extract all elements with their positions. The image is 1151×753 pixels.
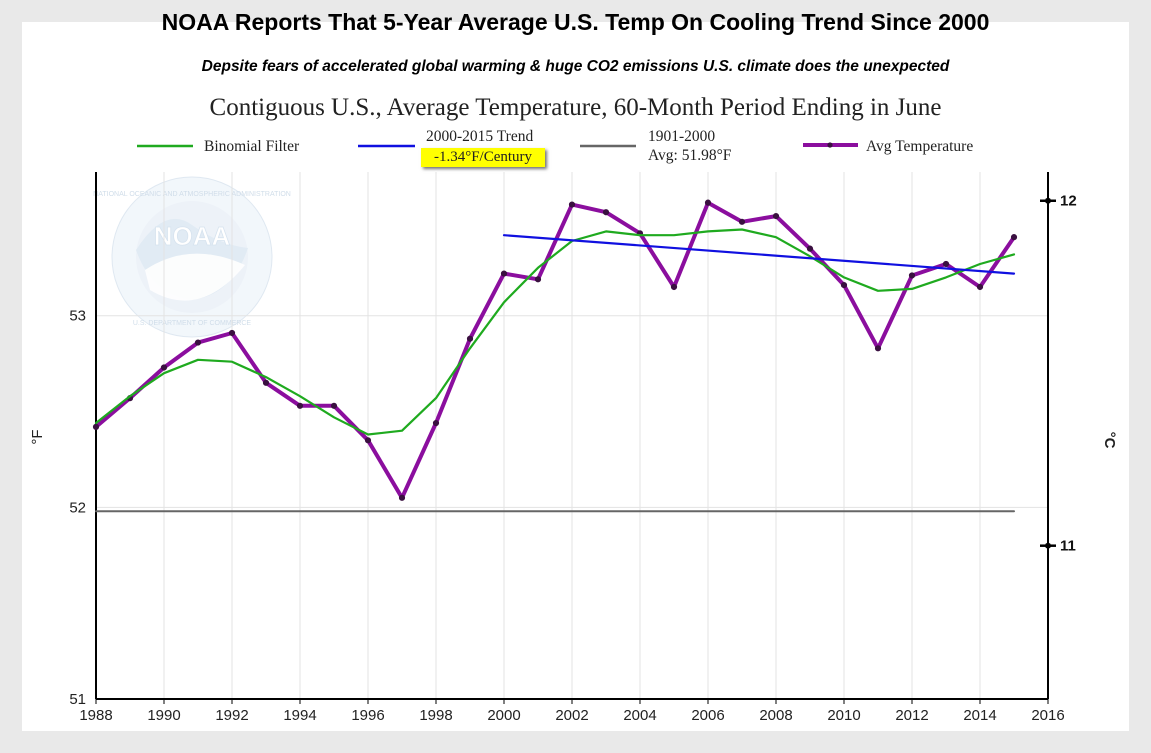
avg-temperature-point [534,276,542,283]
chart-title: Contiguous U.S., Average Temperature, 60… [209,94,942,121]
x-tick-label: 2014 [963,707,996,724]
x-tick-label: 1996 [351,707,384,724]
avg-temperature-point [874,345,882,352]
legend-binomial-label: Binomial Filter [204,138,300,155]
right-tick-label: 11 [1060,538,1076,555]
x-tick-label: 2010 [827,707,860,724]
avg-temperature-point [364,437,372,444]
y-tick-label: 53 [69,308,86,325]
avg-temperature-point [92,423,100,430]
avg-temperature-point [806,245,814,252]
avg-temperature-point [602,209,610,216]
y-axis-right-title: °C [1101,432,1118,449]
avg-temperature-point [1010,234,1018,241]
avg-temperature-point [330,402,338,409]
x-tick-label: 2002 [555,707,588,724]
avg-temperature-line [94,200,1016,500]
x-tick-label: 2008 [759,707,792,724]
x-tick-label: 2016 [1031,707,1064,724]
x-tick-label: 1990 [147,707,180,724]
avg-temperature-point [500,270,508,277]
noaa-logo-ring-bottom: U.S. DEPARTMENT OF COMMERCE [133,320,252,327]
right-tick-label: 12 [1060,193,1077,210]
avg-temperature-point [738,218,746,225]
series [92,199,1018,513]
x-tick-label: 1998 [419,707,452,724]
legend-trend-value: -1.34°F/Century [421,148,545,167]
avg-temperature-point [432,419,440,427]
x-tick-label: 1992 [215,707,248,724]
trend-line-line [502,234,1016,275]
avg-temperature-point [942,260,950,268]
subtitle: Depsite fears of accelerated global warm… [201,58,950,75]
avg-temperature-point [296,402,304,409]
right-tick-dot [1045,542,1051,549]
right-tick-dot [1045,197,1051,204]
avg-temperature-point [568,201,576,208]
legend-lines [137,142,858,148]
chart-frame [22,22,1129,731]
x-tick-label: 1988 [79,707,112,724]
y-tick-label: 51 [69,691,86,708]
y-axis-title: °F [29,429,46,444]
legend-baseline-value: Avg: 51.98°F [648,147,732,164]
avg-temperature-point [228,329,236,337]
noaa-logo: NOAA NATIONAL OCEANIC AND ATMOSPHERIC AD… [93,176,291,338]
noaa-logo-ring-top: NATIONAL OCEANIC AND ATMOSPHERIC ADMINIS… [93,191,291,198]
legend-avg-label: Avg Temperature [866,138,974,155]
y-tick-label: 52 [69,499,86,516]
avg-temperature-point [194,339,202,346]
x-tick-label: 2000 [487,707,520,724]
x-tick-label: 2004 [623,707,656,724]
avg-temperature-point [840,281,848,289]
axes: 1988 1990 1992 1994 1996 1998 2000 2002 2004 2006… [29,172,1118,724]
avg-temperature-point [398,494,406,501]
main-title: NOAA Reports That 5-Year Average U.S. Te… [161,9,990,35]
legend-baseline-label: 1901-2000 [648,128,716,145]
avg-temperature-point [262,379,270,386]
avg-temperature-point [704,199,712,206]
legend-trend-label: 2000-2015 Trend [426,128,534,145]
x-tick-label: 1994 [283,707,316,724]
avg-temperature-point [466,335,474,342]
x-tick-label: 2006 [691,707,724,724]
avg-temperature-point [976,283,984,291]
binomial-filter-line [94,228,1016,436]
avg-temperature-point [908,272,916,279]
avg-temperature-point [772,212,780,220]
legend-avg-marker [827,142,833,148]
noaa-logo-text: NOAA [154,221,231,251]
x-tick-label: 2012 [895,707,928,724]
avg-temperature-point [160,364,168,371]
avg-temperature-point [670,283,678,291]
